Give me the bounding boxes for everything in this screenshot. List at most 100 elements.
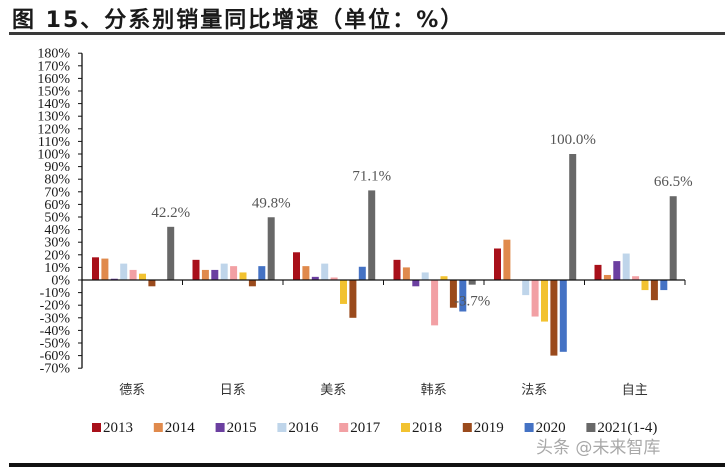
x-category-label: 日系: [220, 383, 246, 398]
y-tick-label: 150%: [37, 85, 70, 100]
bar-2017-德系: [129, 269, 137, 280]
bar-2017-日系: [230, 266, 238, 280]
data-label: 100.0%: [550, 132, 596, 148]
bar-2014-自主: [603, 274, 611, 280]
bar-2021(1-4)-日系: [267, 217, 275, 280]
bar-2019-美系: [349, 280, 357, 318]
bar-2018-法系: [541, 280, 548, 322]
y-tick-label: -50%: [40, 337, 71, 352]
data-label: -3.7%: [454, 294, 490, 310]
y-tick-label: -20%: [40, 299, 71, 314]
bar-2016-日系: [220, 263, 228, 280]
y-tick-label: 0%: [51, 274, 70, 289]
bar-2013-美系: [293, 252, 300, 280]
bar-2015-美系: [311, 276, 319, 280]
legend-label: 2013: [103, 420, 133, 436]
bar-2020-日系: [258, 266, 266, 280]
bar-2016-美系: [321, 263, 329, 280]
bar-2018-自主: [641, 280, 649, 291]
bar-2014-法系: [503, 239, 511, 280]
bar-2017-韩系: [431, 280, 439, 326]
bar-2019-韩系: [449, 280, 457, 308]
y-tick-label: 80%: [44, 173, 70, 188]
y-tick-label: 50%: [44, 211, 70, 226]
bar-2021(1-4)-德系: [167, 226, 175, 280]
bar-2013-日系: [192, 259, 200, 280]
y-tick-label: 40%: [44, 223, 70, 238]
bar-2020-美系: [358, 266, 366, 280]
legend-swatch-2018: [401, 423, 410, 432]
legend-label: 2014: [165, 420, 196, 436]
bar-2015-自主: [613, 261, 621, 280]
bar-2013-法系: [494, 248, 501, 280]
bar-2016-韩系: [421, 272, 429, 280]
bar-2014-美系: [302, 266, 310, 280]
bar-2015-日系: [211, 269, 219, 280]
x-axis: 德系 日系 美系 韩系 法系 自主: [82, 279, 686, 398]
bar-2014-德系: [101, 258, 109, 280]
bar-2013-自主: [594, 264, 602, 280]
y-tick-label: -40%: [40, 324, 71, 339]
legend-swatch-2016: [277, 423, 287, 432]
y-tick-label: 110%: [38, 135, 70, 150]
bar-2020-韩系: [459, 280, 467, 312]
legend-label: 2020: [536, 420, 566, 436]
legend-label: 2015: [227, 420, 257, 436]
y-tick-label: 130%: [37, 110, 70, 125]
figure-title: 图 15、分系别销量同比增速（单位：%）: [12, 8, 465, 33]
bar-2013-德系: [92, 257, 99, 280]
y-tick-label: 160%: [37, 72, 70, 87]
x-category-label: 法系: [521, 383, 547, 398]
y-axis: 180%170%160%150%140%130%120%110%100%90%8…: [37, 47, 83, 377]
watermark: 头条 @未来智库: [536, 438, 661, 458]
legend-swatch-2020: [524, 423, 534, 432]
top-rule: [9, 32, 725, 35]
legend-swatch-2021(1-4): [586, 423, 596, 432]
bar-2020-自主: [660, 280, 668, 291]
y-tick-label: 10%: [44, 261, 70, 276]
y-tick-label: 90%: [44, 160, 70, 175]
bar-2021(1-4)-韩系: [468, 280, 476, 285]
legend-swatch-2019: [462, 423, 472, 432]
legend-label: 2019: [474, 420, 504, 436]
bar-2018-韩系: [440, 276, 448, 280]
y-tick-label: 180%: [37, 47, 70, 62]
bar-2021(1-4)-美系: [368, 190, 376, 280]
bar-2017-法系: [531, 280, 539, 317]
bar-2016-德系: [120, 263, 128, 280]
bar-2018-美系: [340, 280, 347, 304]
y-tick-label: -30%: [40, 311, 71, 326]
y-tick-label: 120%: [37, 122, 70, 137]
bar-2017-自主: [632, 276, 640, 280]
legend: 2013 2014 2015 2016 2017 2018 2019 2020 2021(1-4…: [92, 420, 657, 436]
bar-2014-日系: [201, 269, 209, 280]
legend-label: 2021(1-4): [597, 420, 657, 436]
legend-swatch-2014: [153, 423, 163, 432]
bar-2016-自主: [622, 253, 630, 280]
y-tick-label: -60%: [40, 349, 71, 364]
y-tick-label: 30%: [44, 236, 70, 251]
bar-2015-韩系: [412, 280, 420, 287]
y-tick-label: 60%: [44, 198, 70, 213]
y-tick-label: 140%: [37, 97, 70, 112]
bar-2019-德系: [148, 280, 156, 287]
y-tick-label: 20%: [44, 248, 70, 263]
bar-2019-自主: [650, 280, 658, 301]
bar-2018-德系: [139, 273, 146, 280]
data-label: 49.8%: [252, 195, 291, 211]
legend-swatch-2013: [92, 423, 101, 432]
bar-2021(1-4)-法系: [569, 154, 577, 280]
data-label: 71.1%: [352, 168, 391, 184]
bar-2018-日系: [239, 272, 247, 280]
legend-swatch-2015: [215, 423, 225, 432]
legend-label: 2016: [288, 420, 319, 436]
y-tick-label: 170%: [37, 59, 70, 74]
bottom-rule: [9, 463, 725, 467]
y-tick-label: -70%: [40, 362, 71, 377]
bar-2013-韩系: [393, 259, 401, 280]
y-tick-label: 100%: [37, 148, 70, 163]
data-label: 42.2%: [151, 205, 190, 221]
y-tick-label: -10%: [40, 286, 71, 301]
bar-2019-日系: [248, 280, 256, 287]
